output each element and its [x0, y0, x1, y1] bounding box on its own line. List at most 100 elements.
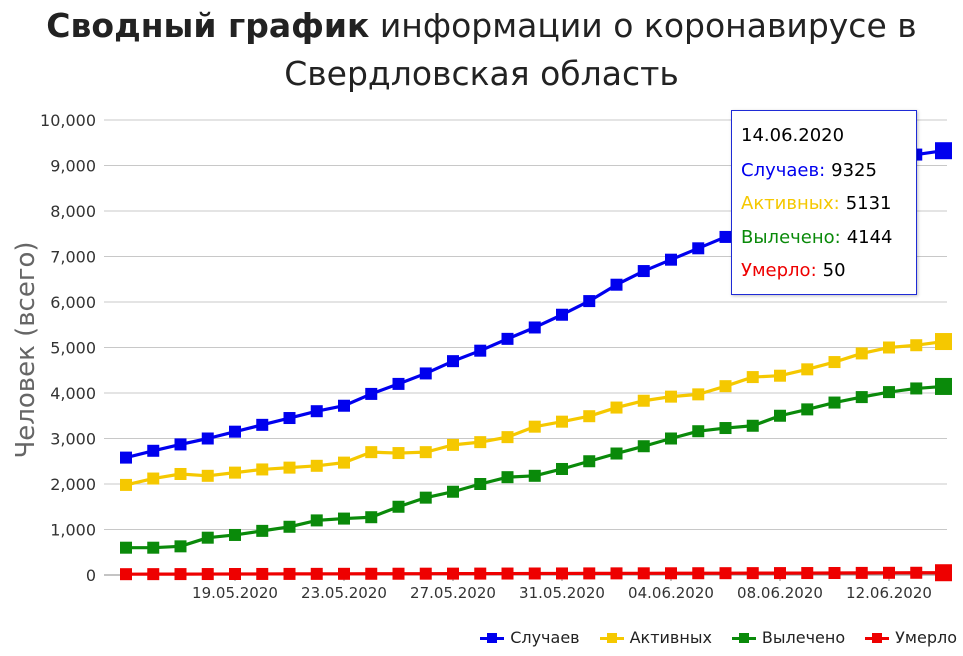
- x-tick-label: 19.05.2020: [192, 584, 278, 602]
- data-point-3: [828, 566, 841, 579]
- hover-tooltip: 14.06.2020 Случаев: 9325 Активных: 5131 Вы…: [731, 110, 917, 295]
- data-point-0: [610, 278, 623, 291]
- y-tick-label: 1,000: [50, 521, 96, 540]
- data-point-1: [883, 341, 895, 354]
- data-point-2: [283, 520, 296, 533]
- legend-item-deaths[interactable]: Умерло: [865, 628, 957, 647]
- x-tick-label: 27.05.2020: [410, 584, 496, 602]
- data-point-1: [338, 456, 350, 469]
- data-point-1: [447, 438, 459, 451]
- chart-title-line1: Сводный график информации о коронавирусе…: [0, 2, 963, 50]
- data-point-2: [528, 469, 541, 482]
- data-point-2: [147, 541, 160, 554]
- data-point-1: [147, 472, 160, 485]
- data-point-3: [392, 567, 405, 580]
- legend-swatch-deaths: [865, 632, 890, 644]
- data-point-2: [256, 524, 269, 537]
- tooltip-label-recovered: Вылечено:: [741, 227, 841, 248]
- x-tick-label: 23.05.2020: [301, 584, 387, 602]
- data-point-1: [828, 356, 841, 369]
- legend-label-active: Активных: [629, 628, 712, 647]
- data-point-0: [256, 418, 269, 431]
- data-point-1: [256, 463, 269, 476]
- data-point-3: [310, 567, 323, 580]
- data-point-2: [201, 531, 214, 544]
- tooltip-label-deaths: Умерло:: [741, 260, 817, 281]
- data-point-2: [801, 403, 814, 416]
- y-tick-label: 6,000: [50, 293, 96, 312]
- y-tick-label: 8,000: [50, 202, 96, 221]
- data-point-2: [610, 447, 623, 460]
- tooltip-value-deaths: 50: [822, 260, 846, 281]
- data-point-0: [419, 367, 432, 380]
- data-point-0: [501, 332, 514, 345]
- data-point-0: [338, 399, 350, 412]
- chart-title-line2: Свердловская область: [284, 54, 679, 93]
- chart-title: Сводный график информации о коронавирусе…: [0, 2, 963, 98]
- x-tick-label: 31.05.2020: [519, 584, 605, 602]
- data-point-3: [120, 568, 132, 581]
- tooltip-value-active: 5131: [845, 193, 892, 214]
- data-point-3: [935, 564, 952, 582]
- y-tick-label: 0: [86, 566, 96, 585]
- legend-label-deaths: Умерло: [895, 628, 957, 647]
- data-point-2: [665, 432, 677, 445]
- data-point-2: [365, 511, 378, 524]
- data-point-3: [583, 567, 596, 580]
- data-point-1: [801, 363, 814, 376]
- data-point-3: [719, 567, 732, 580]
- series-line-1: [125, 339, 944, 487]
- data-point-2: [692, 425, 705, 438]
- data-point-3: [447, 567, 459, 580]
- chart-title-rest: информации о коронавирусе в: [369, 6, 917, 45]
- data-point-1: [556, 415, 568, 428]
- data-point-2: [310, 514, 323, 527]
- data-point-2: [229, 528, 241, 541]
- y-tick-label: 2,000: [50, 475, 96, 494]
- data-point-2: [474, 478, 487, 490]
- data-point-0: [147, 444, 160, 457]
- data-point-1: [174, 467, 187, 480]
- data-point-3: [883, 566, 895, 579]
- data-point-2: [883, 386, 895, 399]
- y-axis-title: Человек (всего): [11, 241, 41, 458]
- x-tick-label: 04.06.2020: [628, 584, 714, 602]
- legend-label-recovered: Вылечено: [761, 628, 846, 647]
- legend-item-active[interactable]: Активных: [599, 628, 712, 647]
- x-tick-label: 08.06.2020: [737, 584, 823, 602]
- data-point-1: [120, 478, 132, 491]
- data-point-2: [935, 377, 952, 395]
- data-point-1: [935, 333, 952, 351]
- legend-item-cases[interactable]: Случаев: [480, 628, 580, 647]
- y-tick-label: 9,000: [50, 157, 96, 176]
- data-point-3: [474, 567, 487, 580]
- data-point-1: [610, 401, 623, 414]
- data-point-3: [201, 568, 214, 581]
- data-point-0: [392, 377, 405, 390]
- data-point-0: [935, 142, 952, 160]
- tooltip-label-active: Активных:: [741, 193, 840, 214]
- tooltip-row-active: Активных: 5131: [741, 193, 892, 214]
- data-point-2: [583, 455, 596, 468]
- data-point-3: [501, 567, 514, 580]
- data-point-3: [528, 567, 541, 580]
- data-point-3: [229, 567, 241, 580]
- y-tick-label: 3,000: [50, 430, 96, 449]
- data-point-1: [365, 446, 378, 459]
- legend-item-recovered[interactable]: Вылечено: [731, 628, 846, 647]
- y-tick-label: 5,000: [50, 339, 96, 358]
- data-point-3: [338, 567, 350, 580]
- tooltip-date: 14.06.2020: [741, 125, 845, 146]
- data-point-2: [120, 541, 132, 554]
- tooltip-value-cases: 9325: [831, 160, 877, 181]
- data-point-0: [528, 321, 541, 334]
- data-point-0: [365, 387, 378, 400]
- legend-label-cases: Случаев: [510, 628, 580, 647]
- y-tick-label: 7,000: [50, 248, 96, 267]
- data-point-3: [419, 567, 432, 580]
- tooltip-label-cases: Случаев:: [741, 160, 826, 181]
- data-point-3: [174, 568, 187, 581]
- data-point-3: [610, 567, 623, 580]
- data-point-3: [801, 567, 814, 580]
- data-point-1: [583, 410, 596, 423]
